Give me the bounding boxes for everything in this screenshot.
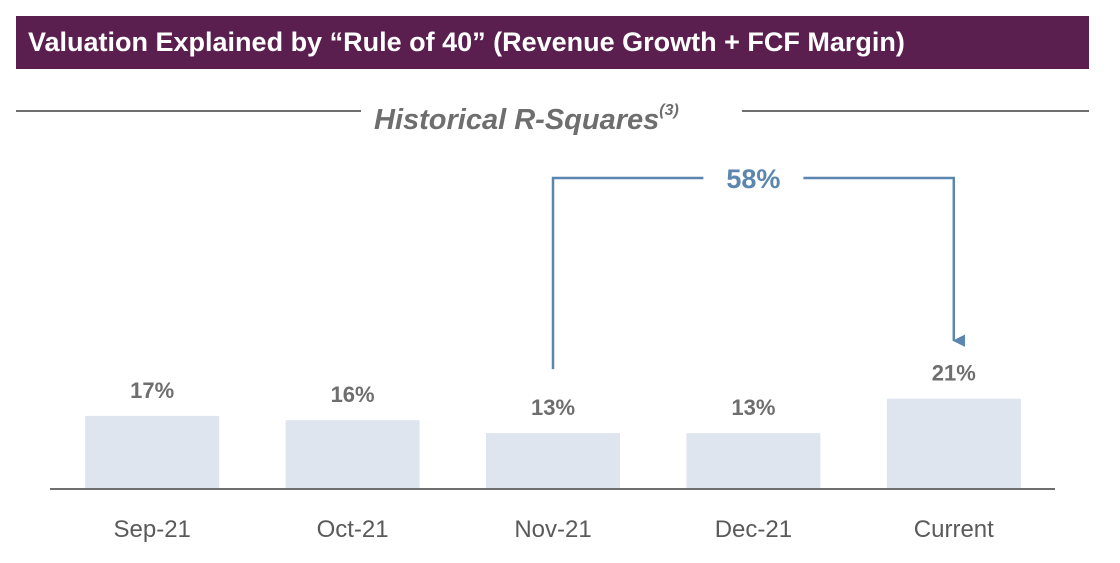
bar-sep-21 — [85, 415, 220, 489]
bar-nov-21 — [486, 433, 620, 489]
bar-current — [886, 398, 1021, 489]
page-title: Valuation Explained by “Rule of 40” (Rev… — [28, 27, 905, 57]
bar-dec-21 — [686, 433, 821, 489]
chart-title: Historical R-Squares(3) — [374, 92, 679, 139]
title-rule-right — [742, 110, 1089, 112]
annotation-label: 58% — [726, 164, 780, 194]
category-label: Dec-21 — [715, 516, 792, 543]
annotation-bracket-left — [551, 176, 704, 370]
category-label: Sep-21 — [114, 516, 191, 543]
annotation-arrow — [803, 176, 966, 347]
category-label: Nov-21 — [514, 516, 591, 543]
chart-title-footnote: (3) — [659, 102, 679, 119]
value-label: 13% — [731, 395, 775, 420]
value-label: 17% — [130, 378, 174, 403]
value-label: 21% — [932, 361, 976, 386]
bar-oct-21 — [285, 420, 420, 489]
title-banner: Valuation Explained by “Rule of 40” (Rev… — [16, 16, 1089, 69]
title-rule-left — [16, 110, 361, 112]
value-label: 16% — [331, 382, 375, 407]
chart-title-row: Historical R-Squares(3) — [16, 92, 1089, 136]
category-label: Current — [914, 516, 994, 543]
category-label: Oct-21 — [317, 516, 389, 543]
value-label: 13% — [531, 395, 575, 420]
chart-title-text: Historical R-Squares — [374, 104, 660, 136]
